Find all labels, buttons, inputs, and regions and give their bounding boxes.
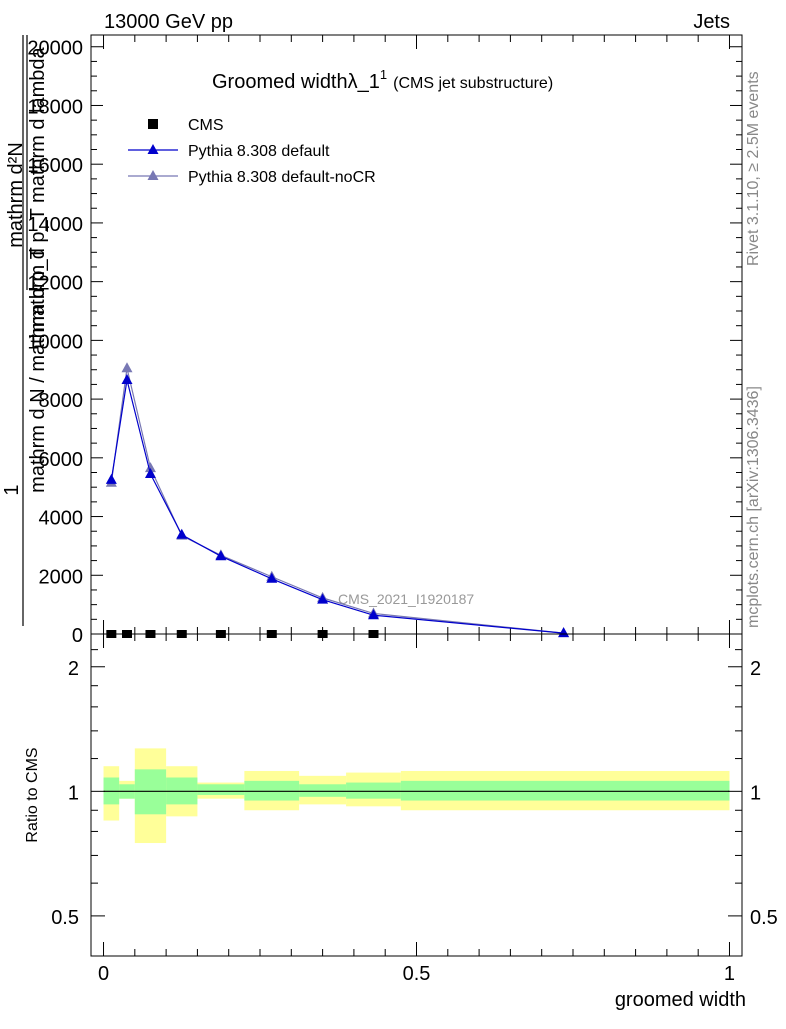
ratio-bands (103, 748, 730, 844)
legend-marker-default (147, 144, 159, 154)
y-tick-label: 6000 (39, 449, 84, 471)
ratio-y-tick-label: 2 (68, 658, 79, 680)
ratio-plot: 0.5 0.51 12 2 0 0.5 1 Ratio to CMS groomed wi… (24, 633, 778, 1011)
ratio-y-tick-label-right: 2 (750, 658, 761, 680)
point-pythia-default (176, 528, 188, 539)
y-label-dpt-dlambda: mathrm d p_T mathrm d lambda (27, 46, 49, 332)
point-pythia-nocr (144, 462, 156, 473)
legend-marker-nocr (147, 170, 159, 180)
y-tick-label: 2000 (39, 566, 84, 588)
main-y-ticks: 0 2000 4000 6000 8000 10000 12000 14000 16000 180… (27, 38, 742, 647)
ratio-band-inner (244, 780, 300, 801)
header-jets-label: Jets (693, 11, 730, 33)
point-pythia-default (367, 609, 379, 620)
ratio-y-tick-label: 0.5 (51, 907, 79, 929)
plot-subtitle: (CMS jet substructure) (393, 75, 553, 92)
ratio-y-axis-label: Ratio to CMS (24, 747, 41, 842)
header-energy-label: 13000 GeV pp (104, 11, 233, 33)
ratio-y-ticks: 0.5 0.5 1 1 2 2 (51, 649, 778, 929)
legend: CMS Pythia 8.308 default Pythia 8.308 de… (128, 117, 376, 186)
analysis-watermark: CMS_2021_I1920187 (338, 591, 474, 607)
y-tick-label: 16000 (27, 155, 83, 177)
ratio-band-inner (346, 782, 401, 799)
plot-title-main: Groomed widthλ_1 (212, 71, 380, 93)
ratio-band-inner (299, 784, 347, 797)
y-tick-label: 4000 (39, 508, 84, 530)
plot-title: Groomed widthλ_11 (CMS jet substructure) (212, 67, 553, 93)
y-tick-label: 18000 (27, 96, 83, 118)
x-tick-label: 1 (724, 963, 735, 985)
plot-title-sup: 1 (380, 67, 387, 82)
y-tick-label: 12000 (27, 273, 83, 295)
point-pythia-default (144, 467, 156, 478)
point-pythia-default (121, 374, 133, 385)
rivet-version-label: Rivet 3.1.10, ≥ 2.5M events (745, 71, 762, 266)
point-pythia-default (215, 550, 227, 561)
y-label-denominator: mathrm d N / mathrm d p_T (27, 247, 49, 493)
y-label-numerator: 1 (1, 484, 23, 495)
ratio-y-tick-label-right: 1 (750, 782, 761, 804)
y-tick-label: 10000 (27, 331, 83, 353)
point-pythia-default (317, 593, 329, 604)
point-pythia-default (558, 627, 570, 638)
main-plot: 0 2000 4000 6000 8000 10000 12000 14000 16000 180… (27, 34, 743, 647)
y-tick-label: 20000 (27, 38, 83, 60)
legend-label-cms: CMS (188, 117, 224, 134)
main-y-axis-label: 1 mathrm d N / mathrm d p_T mathrm d²N m… (1, 35, 49, 626)
ratio-band-inner (400, 780, 730, 801)
y-tick-label: 0 (72, 625, 83, 647)
legend-marker-cms (148, 119, 158, 129)
point-pythia-default (266, 572, 278, 583)
y-tick-label: 8000 (39, 390, 84, 412)
legend-label-default: Pythia 8.308 default (188, 143, 330, 160)
legend-label-nocr: Pythia 8.308 default-noCR (188, 169, 376, 186)
ratio-band-inner (197, 784, 245, 795)
ratio-x-ticks: 0 0.5 1 (98, 634, 735, 985)
ratio-y-tick-label: 1 (68, 782, 79, 804)
point-pythia-nocr (121, 362, 133, 373)
mcplots-source-label: mcplots.cern.ch [arXiv:1306.3436] (745, 386, 762, 628)
y-tick-label: 14000 (27, 214, 83, 236)
ratio-y-tick-label-right: 0.5 (750, 907, 778, 929)
y-label-d2n: mathrm d²N (5, 142, 27, 248)
x-axis-label: groomed width (615, 989, 746, 1011)
point-pythia-default (105, 473, 117, 484)
x-tick-label: 0 (98, 963, 109, 985)
x-tick-label: 0.5 (403, 963, 431, 985)
